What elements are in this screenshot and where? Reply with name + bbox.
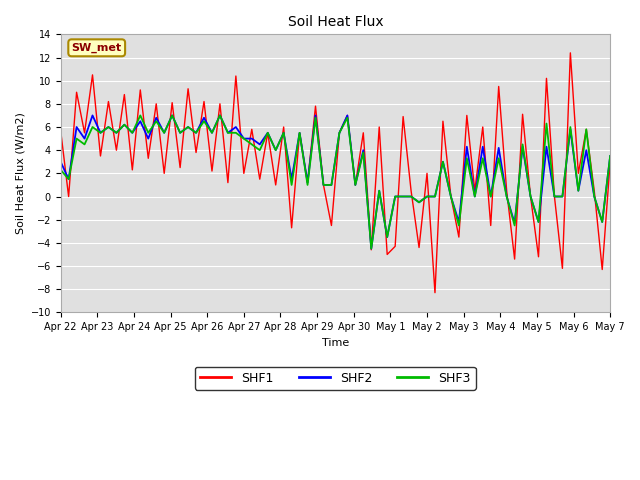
SHF1 [288, 225, 296, 231]
SHF3 [376, 188, 383, 193]
SHF1 [534, 254, 542, 260]
SHF2 [376, 188, 383, 193]
SHF1 [360, 130, 367, 136]
X-axis label: Time: Time [322, 337, 349, 348]
SHF3 [192, 130, 200, 136]
Legend: SHF1, SHF2, SHF3: SHF1, SHF2, SHF3 [195, 367, 476, 390]
Title: Soil Heat Flux: Soil Heat Flux [287, 15, 383, 29]
Y-axis label: Soil Heat Flux (W/m2): Soil Heat Flux (W/m2) [15, 112, 25, 234]
SHF2 [192, 130, 200, 136]
SHF3 [606, 153, 614, 159]
SHF1 [606, 159, 614, 165]
SHF3 [57, 167, 65, 173]
SHF3 [367, 246, 375, 252]
Line: SHF2: SHF2 [61, 115, 610, 249]
SHF1 [224, 180, 232, 185]
SHF1 [566, 50, 574, 56]
SHF3 [296, 130, 303, 136]
SHF2 [232, 124, 240, 130]
SHF1 [184, 86, 192, 92]
SHF3 [232, 130, 240, 136]
SHF3 [136, 112, 144, 118]
SHF2 [57, 159, 65, 165]
SHF2 [296, 130, 303, 136]
SHF2 [367, 246, 375, 252]
Line: SHF1: SHF1 [61, 53, 610, 293]
SHF2 [543, 144, 550, 150]
SHF2 [136, 119, 144, 124]
SHF1 [431, 290, 439, 296]
SHF3 [129, 130, 136, 136]
SHF2 [89, 112, 97, 118]
SHF2 [606, 153, 614, 159]
SHF1 [129, 167, 136, 173]
Line: SHF3: SHF3 [61, 115, 610, 249]
Text: SW_met: SW_met [72, 43, 122, 53]
SHF1 [57, 128, 65, 133]
SHF3 [543, 120, 550, 126]
